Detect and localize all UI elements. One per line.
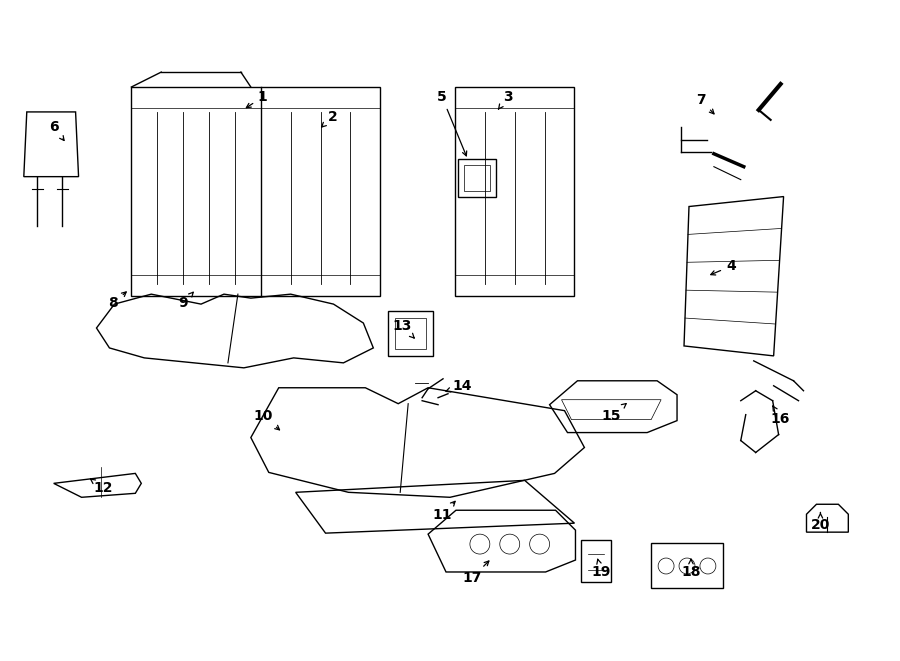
Text: 16: 16 [771,406,790,426]
Text: 10: 10 [253,408,280,430]
Text: 18: 18 [681,559,701,579]
Text: 6: 6 [49,120,64,141]
Text: 15: 15 [601,404,626,422]
Text: 2: 2 [321,110,338,127]
Text: 12: 12 [91,479,113,495]
Text: 13: 13 [392,319,414,338]
Text: 3: 3 [499,90,513,109]
Text: 5: 5 [437,90,467,156]
Text: 17: 17 [463,561,489,585]
Text: 4: 4 [711,259,735,275]
Text: 9: 9 [178,292,194,310]
Text: 1: 1 [247,90,267,108]
Text: 7: 7 [696,93,714,114]
Text: 20: 20 [811,512,830,532]
Text: 19: 19 [591,559,611,579]
Text: 8: 8 [109,292,126,310]
Text: 14: 14 [446,379,472,393]
Text: 11: 11 [432,501,455,522]
